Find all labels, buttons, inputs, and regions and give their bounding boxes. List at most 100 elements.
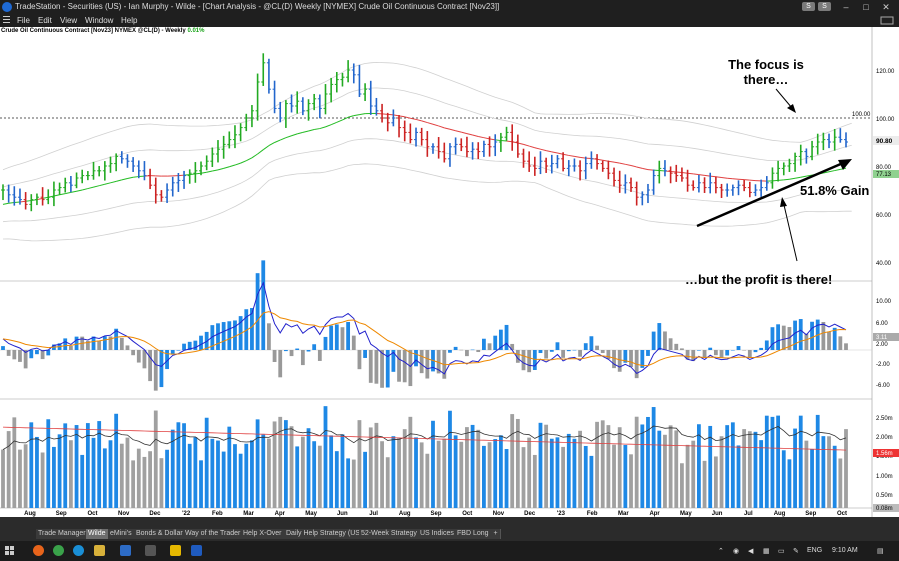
macd-histogram-bar <box>810 321 814 350</box>
tradestation-taskbar-icon[interactable] <box>120 545 131 556</box>
chart-analysis-window[interactable]: Crude Oil Continuous Contract [Nov23] NY… <box>0 27 899 517</box>
tab-daily-help-strategy[interactable]: Daily Help Strategy (US) <box>284 529 366 539</box>
menu-help[interactable]: Help <box>121 16 138 25</box>
tab-fbd-long[interactable]: FBD Long <box>455 529 492 539</box>
tab-help-x-over[interactable]: Help X-Over <box>241 529 285 539</box>
maximize-button[interactable]: □ <box>863 2 869 12</box>
tab-bonds-dollar[interactable]: Bonds & Dollar <box>134 529 186 539</box>
windows-start-icon[interactable] <box>5 546 15 556</box>
battery-icon[interactable]: ▭ <box>778 548 785 555</box>
volume-bar <box>12 417 17 508</box>
ma-segment <box>234 162 241 166</box>
macd-histogram-bar <box>63 338 68 350</box>
macd-histogram-bar <box>425 350 430 379</box>
volume-bar <box>329 435 334 508</box>
volume-bar <box>18 449 22 508</box>
word-icon[interactable] <box>191 545 202 556</box>
price-bar <box>300 97 305 116</box>
macd-histogram-bar <box>193 340 198 350</box>
price-bar <box>80 169 85 184</box>
macd-histogram-bar <box>23 350 28 369</box>
language-indicator[interactable]: ENG <box>807 547 823 554</box>
hamburger-icon[interactable] <box>3 16 10 23</box>
tab-52-week-strategy[interactable]: 52-Week Strategy <box>359 529 420 539</box>
volume-bar <box>272 421 277 508</box>
firefox-icon[interactable] <box>33 545 44 556</box>
file-explorer-icon[interactable] <box>94 545 105 556</box>
tab-trade-manager[interactable]: Trade Manager <box>36 529 89 539</box>
macd-histogram-bar <box>781 325 786 350</box>
volume-bar <box>781 450 786 508</box>
chart-canvas[interactable]: 100.00 120.00 100.00 80.00 60.00 40.00 9… <box>0 27 899 517</box>
macd-histogram-bar <box>346 322 351 350</box>
edge-icon[interactable] <box>73 545 84 556</box>
ma-segment <box>200 171 207 174</box>
volume-bar <box>102 448 107 508</box>
price-bar <box>334 71 339 93</box>
tab-way-of-the-trader[interactable]: Way of the Trader <box>183 529 244 539</box>
price-bar <box>97 166 102 177</box>
volume-bar <box>595 421 599 508</box>
chrome-icon[interactable] <box>53 545 64 556</box>
sticky-notes-icon[interactable] <box>170 545 181 556</box>
ma-segment <box>314 128 320 131</box>
chart-settings-icon[interactable] <box>880 16 894 25</box>
menu-edit[interactable]: Edit <box>38 16 52 25</box>
account-badge-1[interactable]: S <box>802 2 815 11</box>
minimize-button[interactable]: – <box>843 2 849 12</box>
price-bar <box>430 143 435 154</box>
macd-tick: 10.00 <box>876 299 892 305</box>
volume-bar <box>702 460 707 508</box>
menu-view[interactable]: View <box>60 16 78 25</box>
macd-histogram-bar <box>29 350 34 359</box>
ma-segment <box>251 153 258 159</box>
network-icon[interactable]: ▦ <box>763 548 770 555</box>
camera-icon[interactable]: ◉ <box>733 548 740 555</box>
chevron-up-icon[interactable]: ⌃ <box>718 548 724 555</box>
price-bar <box>153 177 158 204</box>
time-axis-label: May <box>305 511 317 517</box>
price-bar <box>182 170 187 189</box>
tab-us-indices[interactable]: US Indices <box>418 529 457 539</box>
ma-segment <box>495 139 501 142</box>
tab-eminis[interactable]: eMini's <box>108 529 135 539</box>
ma-segment <box>353 114 360 117</box>
volume-bar <box>221 451 226 508</box>
macd-histogram-bar <box>821 321 826 350</box>
add-tab-button[interactable]: + <box>491 529 501 539</box>
ma-segment <box>189 173 196 176</box>
volume-bar <box>561 446 566 508</box>
pen-icon[interactable]: ✎ <box>793 548 799 555</box>
account-badge-2[interactable]: S <box>818 2 831 11</box>
macd-histogram-bar <box>708 347 713 350</box>
macd-histogram-bar <box>532 350 537 370</box>
price-bar <box>612 167 617 187</box>
ma-segment <box>347 115 354 118</box>
volume-bar <box>465 427 469 508</box>
close-button[interactable]: ✕ <box>882 2 890 12</box>
macd-histogram-bar <box>561 350 566 358</box>
ma-segment <box>534 147 541 150</box>
macd-histogram-bar <box>691 350 696 362</box>
notification-icon[interactable]: ▤ <box>877 548 884 555</box>
time-axis-label: Mar <box>618 511 629 517</box>
price-bar <box>481 140 486 157</box>
ma-segment <box>438 125 445 129</box>
clock[interactable]: 9:10 AM <box>832 547 858 554</box>
menu-window[interactable]: Window <box>85 16 114 25</box>
tab-wilde[interactable]: Wilde <box>86 529 109 539</box>
price-bar <box>408 123 413 144</box>
macd-histogram-bar <box>515 350 520 363</box>
annotation-profit: …but the profit is there! <box>685 272 833 287</box>
ma-price-flag <box>873 170 899 178</box>
volume-icon[interactable]: ◀ <box>748 548 754 555</box>
menu-file[interactable]: File <box>17 16 30 25</box>
volume-bar <box>119 443 124 508</box>
vol-last-label: 1.56m <box>876 451 893 457</box>
ma-segment <box>398 115 405 118</box>
price-bar <box>623 174 628 194</box>
macd-histogram-bar <box>402 350 407 383</box>
price-bar <box>306 99 311 121</box>
time-axis-label: Aug <box>399 511 411 517</box>
taskbar-app-icon[interactable] <box>145 545 156 556</box>
